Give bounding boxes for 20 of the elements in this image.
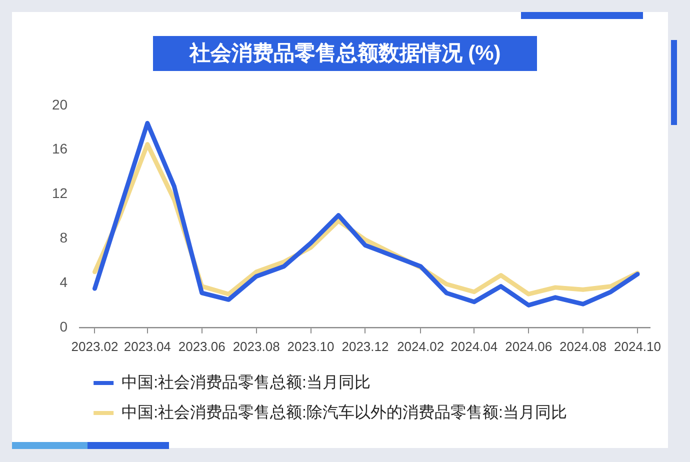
y-tick-label: 20 xyxy=(52,96,68,112)
x-tick-label: 2023.04 xyxy=(124,338,171,354)
x-tick-label: 2024.10 xyxy=(614,338,661,354)
x-tick-label: 2023.08 xyxy=(232,338,280,354)
x-tick-label: 2023.10 xyxy=(287,338,334,354)
chart-title: 社会消费品零售总额数据情况 (%) xyxy=(153,36,537,71)
legend-label: 中国:社会消费品零售总额:除汽车以外的消费品零售额:当月同比 xyxy=(122,403,567,422)
x-tick-label: 2023.06 xyxy=(178,338,226,354)
x-tick-label: 2023.12 xyxy=(342,338,389,354)
y-tick-label: 12 xyxy=(52,185,68,202)
x-tick-label: 2024.06 xyxy=(505,338,552,354)
x-tick-label: 2024.02 xyxy=(397,338,444,354)
legend-label: 中国:社会消费品零售总额:当月同比 xyxy=(122,373,370,392)
y-tick-label: 4 xyxy=(60,274,68,290)
x-tick-label: 2023.02 xyxy=(71,338,118,354)
y-tick-label: 8 xyxy=(60,229,68,246)
y-tick-label: 16 xyxy=(52,140,68,157)
x-tick-label: 2024.08 xyxy=(560,338,607,354)
x-tick-label: 2024.04 xyxy=(450,338,498,354)
y-tick-label: 0 xyxy=(60,318,68,334)
